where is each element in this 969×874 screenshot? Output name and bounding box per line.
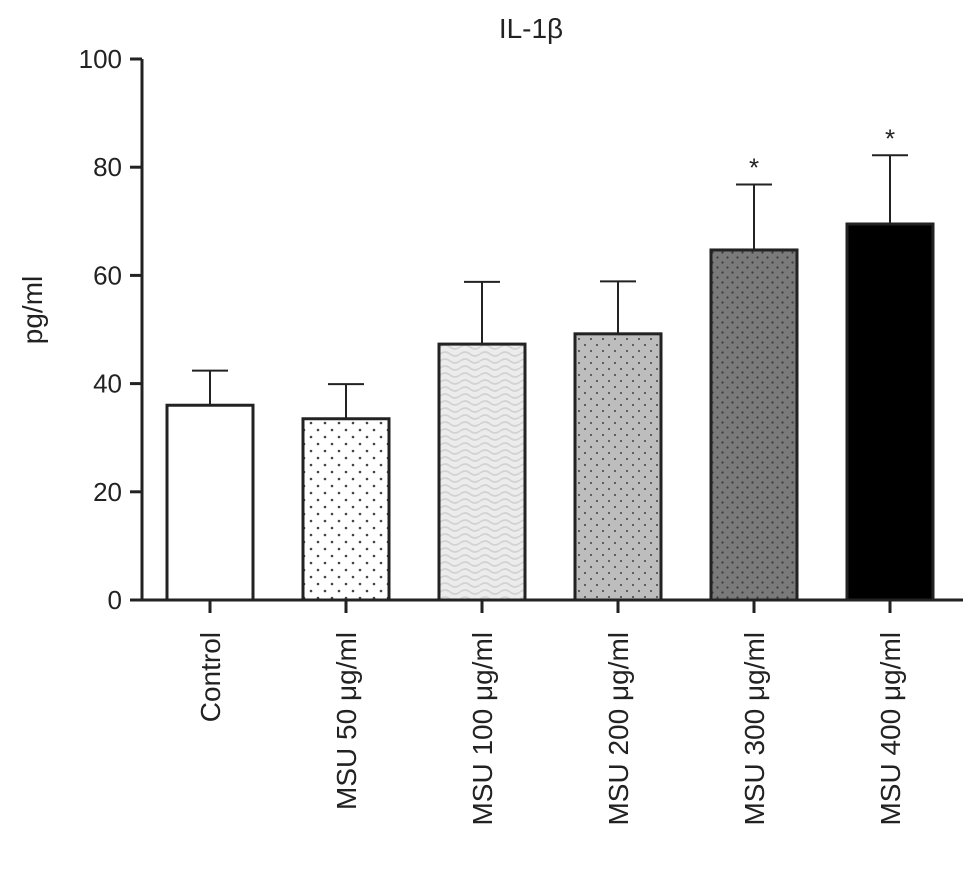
- chart-axes: 0 20 40 60 80 100: [79, 44, 963, 615]
- y-tick-label: 100: [79, 44, 122, 74]
- bar: [165, 403, 255, 602]
- y-tick-label: 20: [93, 477, 122, 507]
- category-label: Control: [195, 632, 226, 722]
- bar: [709, 248, 799, 602]
- category-label: MSU 200 μg/ml: [603, 632, 634, 826]
- bar: [573, 332, 663, 602]
- category-label: MSU 300 μg/ml: [739, 632, 770, 826]
- y-axis-title: pg/ml: [17, 276, 48, 344]
- y-tick-label: 40: [93, 369, 122, 399]
- y-tick-label: 60: [93, 260, 122, 290]
- category-labels: Control MSU 50 μg/ml MSU 100 μg/ml MSU 200 …: [195, 632, 906, 826]
- y-tick-label: 80: [93, 152, 122, 182]
- chart-title: IL-1β: [499, 13, 563, 44]
- category-label: MSU 50 μg/ml: [331, 632, 362, 810]
- bars: **: [165, 123, 935, 602]
- category-label: MSU 100 μg/ml: [467, 632, 498, 826]
- category-label: MSU 400 μg/ml: [875, 632, 906, 826]
- bar: [437, 342, 527, 602]
- y-tick-label: 0: [108, 585, 122, 615]
- bar: [301, 417, 391, 602]
- significance-marker: *: [749, 153, 759, 183]
- significance-marker: *: [885, 123, 895, 153]
- bar: [845, 222, 935, 602]
